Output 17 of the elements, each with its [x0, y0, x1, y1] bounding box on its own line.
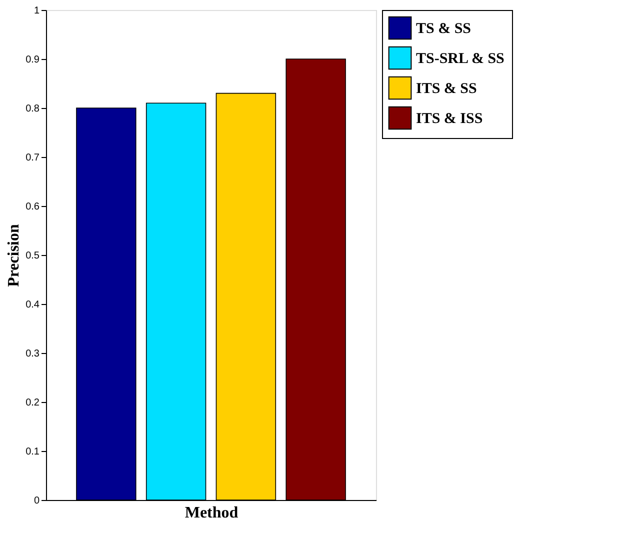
legend-label: TS-SRL & SS	[416, 51, 504, 67]
legend-label: ITS & SS	[416, 81, 477, 97]
y-tick-label: 0.1	[26, 446, 40, 458]
y-tick-label: 0.5	[26, 250, 40, 262]
x-axis-title: Method	[184, 504, 238, 522]
y-axis-title: Precision	[6, 224, 23, 287]
y-tick-label: 0.3	[26, 348, 40, 360]
y-tick-label: 1	[34, 6, 40, 16]
y-tick-label: 0	[34, 496, 40, 506]
y-tick-label: 0.7	[26, 152, 40, 164]
y-tick-label: 0.9	[26, 54, 40, 66]
y-tick-label: 0.8	[26, 104, 40, 114]
y-tick-label: 0.4	[26, 300, 40, 310]
y-tick-label: 0.6	[26, 202, 40, 212]
legend-label: TS & SS	[416, 21, 472, 37]
y-tick-label: 0.2	[26, 398, 40, 408]
legend-label: ITS & ISS	[416, 111, 483, 127]
